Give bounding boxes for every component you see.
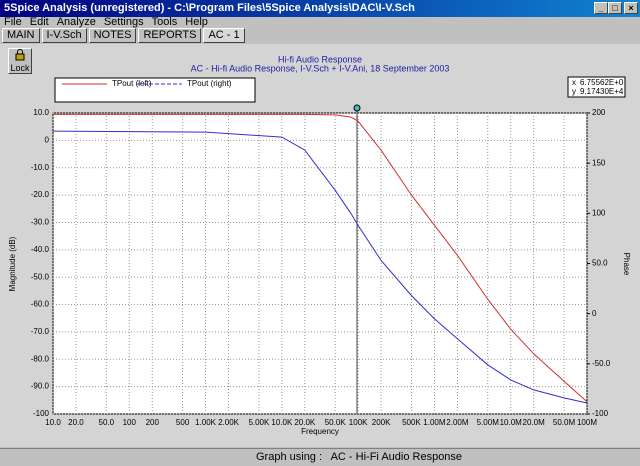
x-tick-label: 5.00K bbox=[248, 418, 270, 427]
y2-tick-label: 150 bbox=[592, 158, 606, 167]
readout-box bbox=[567, 76, 626, 98]
y-tick-label: -80.0 bbox=[31, 354, 50, 363]
x-tick-label: 100M bbox=[577, 418, 597, 427]
tab[interactable]: NOTES bbox=[88, 28, 137, 43]
y-tick-label: -30.0 bbox=[31, 218, 50, 227]
legend-box bbox=[54, 77, 256, 103]
x-tick-label: 10.0 bbox=[45, 418, 61, 427]
close-button[interactable]: × bbox=[624, 2, 638, 14]
x-tick-label: 50.0M bbox=[553, 418, 576, 427]
status-bar bbox=[0, 448, 640, 466]
y2-tick-label: 200 bbox=[592, 108, 606, 117]
series-line bbox=[53, 113, 588, 403]
x-tick-label: 5.00M bbox=[477, 418, 500, 427]
status-text: Graph using : AC - Hi-Fi Audio Response bbox=[256, 451, 463, 463]
plot-area bbox=[52, 112, 588, 415]
x-tick-label: 1.00K bbox=[195, 418, 217, 427]
y-tick-label: -10.0 bbox=[31, 163, 50, 172]
y2-tick-label: 100 bbox=[592, 208, 606, 217]
x-tick-label: 500K bbox=[402, 418, 421, 427]
tab[interactable]: MAIN bbox=[2, 28, 40, 43]
y-tick-label: -40.0 bbox=[31, 245, 50, 254]
x-tick-label: 50.0 bbox=[99, 418, 115, 427]
y-tick-label: 10.0 bbox=[33, 108, 49, 117]
menu-item[interactable]: Help bbox=[185, 16, 208, 28]
y2-axis-label: Phase bbox=[622, 253, 631, 276]
menu-item[interactable]: Analyze bbox=[56, 16, 96, 28]
y-tick-label: -60.0 bbox=[31, 300, 50, 309]
cursor-handle[interactable] bbox=[353, 104, 361, 112]
menu-item[interactable]: Edit bbox=[29, 16, 49, 28]
tab-bar: MAIN I-V.Sch NOTES REPORTS AC - 1 bbox=[0, 28, 640, 43]
y-tick-label: -20.0 bbox=[31, 190, 50, 199]
x-axis-label: Frequency bbox=[301, 427, 339, 436]
y2-tick-label: -100 bbox=[592, 409, 609, 418]
legend-label: TPout (left) bbox=[112, 79, 152, 88]
x-tick-label: 200 bbox=[146, 418, 160, 427]
lock-label: Lock bbox=[10, 63, 30, 73]
y-tick-label: -50.0 bbox=[31, 272, 50, 281]
title-bar: 5Spice Analysis (unregistered) - C:\Prog… bbox=[0, 0, 640, 17]
x-tick-label: 100 bbox=[123, 418, 137, 427]
menu-item[interactable]: File bbox=[4, 16, 22, 28]
legend-label: TPout (right) bbox=[187, 79, 232, 88]
readout-value: 6.75562E+0 bbox=[580, 78, 624, 87]
chart-title: Hi-fi Audio Response bbox=[278, 54, 362, 64]
x-tick-label: 10.0M bbox=[500, 418, 523, 427]
x-tick-label: 2.00K bbox=[218, 418, 240, 427]
tab[interactable]: AC - 1 bbox=[203, 28, 245, 43]
x-tick-label: 200K bbox=[372, 418, 391, 427]
y-tick-label: -90.0 bbox=[31, 382, 50, 391]
x-tick-label: 20.0 bbox=[68, 418, 84, 427]
minimize-button[interactable]: _ bbox=[594, 2, 608, 14]
tab[interactable]: I-V.Sch bbox=[41, 28, 87, 43]
chart-subtitle: AC - Hi-fi Audio Response, I-V.Sch + I-V… bbox=[191, 63, 450, 73]
menu-item[interactable]: Tools bbox=[151, 16, 178, 28]
y-tick-label: -100 bbox=[33, 409, 50, 418]
chart: Hi-fi Audio Response AC - Hi-fi Audio Re… bbox=[0, 44, 640, 447]
y-axis-label: Magnitude (dB) bbox=[8, 236, 17, 291]
maximize-button[interactable]: □ bbox=[608, 2, 622, 14]
x-tick-label: 20.0M bbox=[523, 418, 546, 427]
x-tick-label: 50.0K bbox=[325, 418, 347, 427]
x-tick-label: 1.00M bbox=[423, 418, 446, 427]
y2-tick-label: 50.0 bbox=[592, 259, 608, 268]
tab[interactable]: REPORTS bbox=[138, 28, 202, 43]
x-tick-label: 20.0K bbox=[294, 418, 316, 427]
window-title: 5Spice Analysis (unregistered) - C:\Prog… bbox=[4, 2, 415, 14]
lock-button[interactable]: Lock bbox=[8, 48, 32, 74]
x-tick-label: 100K bbox=[349, 418, 368, 427]
menu-item[interactable]: Settings bbox=[103, 16, 144, 28]
menu-bar: File Edit Analyze Settings Tools Help bbox=[0, 17, 640, 28]
readout-value: 9.17430E+4 bbox=[580, 87, 624, 96]
y-tick-label: 0 bbox=[45, 135, 50, 144]
readout-key: x bbox=[572, 78, 576, 87]
x-tick-label: 10.0K bbox=[271, 418, 293, 427]
series-line bbox=[52, 130, 588, 404]
y-tick-label: -70.0 bbox=[31, 327, 50, 336]
y2-tick-label: 0 bbox=[592, 309, 597, 318]
readout-key: y bbox=[572, 87, 576, 96]
x-tick-label: 2.00M bbox=[446, 418, 469, 427]
x-tick-label: 500 bbox=[176, 418, 190, 427]
y2-tick-label: -50.0 bbox=[592, 359, 611, 368]
lock-icon bbox=[15, 49, 25, 61]
